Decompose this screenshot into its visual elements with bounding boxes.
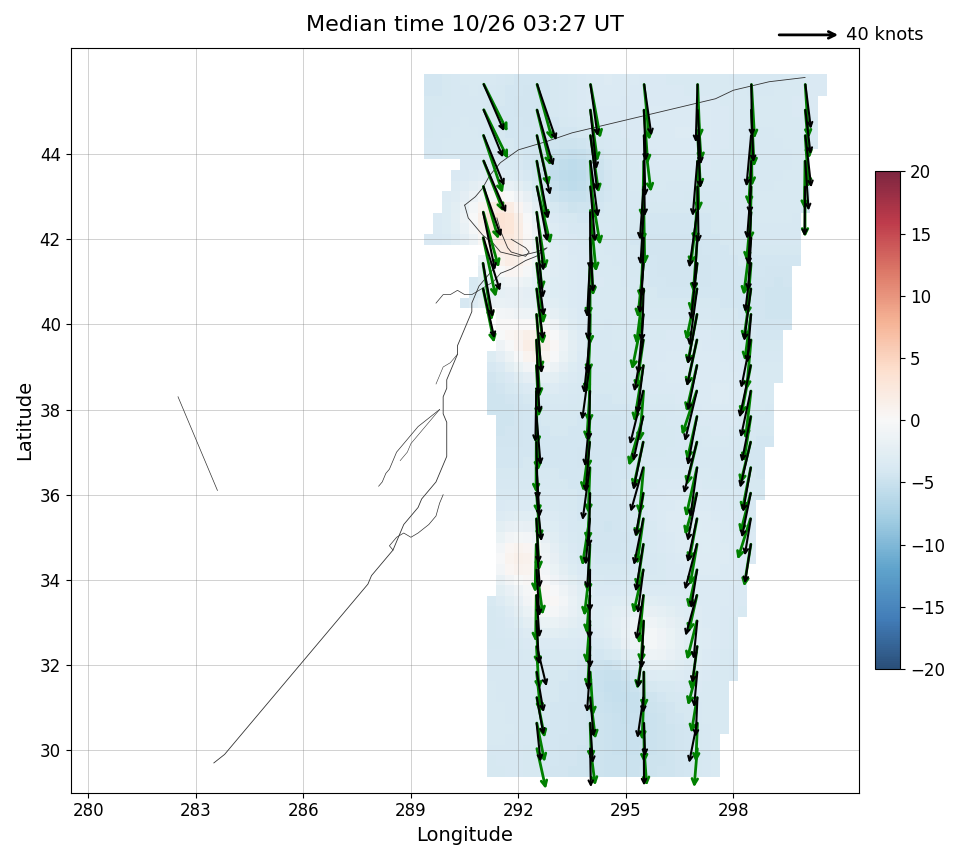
Text: 40 knots: 40 knots — [847, 26, 924, 44]
Title: Median time 10/26 03:27 UT: Median time 10/26 03:27 UT — [305, 15, 624, 35]
X-axis label: Longitude: Longitude — [417, 826, 513, 845]
Y-axis label: Latitude: Latitude — [15, 380, 34, 460]
